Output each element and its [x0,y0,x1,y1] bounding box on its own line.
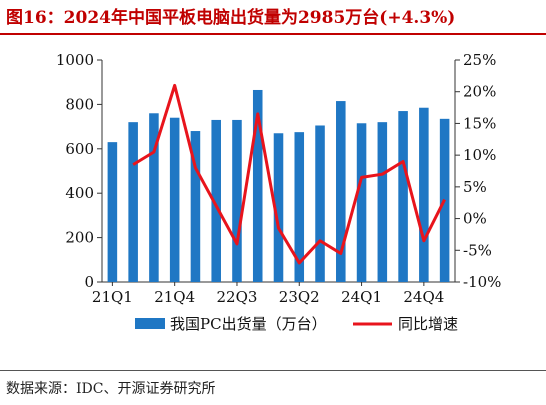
bar [336,101,346,282]
y-right-tick-label: -5% [463,241,492,259]
title-divider [0,33,546,35]
y-right-tick-label: 5% [463,178,487,196]
y-right-tick-label: 0% [463,210,487,228]
bar [107,142,118,282]
bar [398,111,408,282]
bar [273,133,284,282]
legend: 我国PC出货量（万台） 同比增速 [135,315,458,333]
y-right-tick-label: 20% [463,83,496,101]
bar [377,122,388,282]
bar [419,107,429,282]
source-note: 数据来源：IDC、开源证券研究所 [6,381,216,397]
y-left-tick-label: 200 [65,229,94,247]
chart: 0 200 400 600 800 1000 -10% -5% 0% 5% 10% 15% 20% 25%… [56,51,502,333]
y-right-tick-label: 15% [463,114,496,132]
y-right-tick-label: 25% [463,51,496,69]
bar [356,123,367,283]
y-left-tick-label: 800 [65,95,94,113]
bar [190,131,201,282]
bar [315,125,325,283]
x-tick-label: 24Q4 [403,288,444,306]
growth-line [132,83,446,265]
bar [211,119,221,282]
y-left-tick-label: 0 [84,273,94,291]
bar [149,113,159,282]
bar [252,89,263,282]
chart-title: 图16：2024年中国平板电脑出货量为2985万台(+4.3%) [6,8,456,28]
x-tick-label: 24Q1 [341,288,382,306]
line-series [132,83,446,265]
x-tick-label: 21Q1 [92,288,133,306]
bar-series [107,89,450,283]
bar [169,117,180,282]
x-tick-label: 22Q3 [217,288,258,306]
y-left-tick-label: 400 [65,184,94,202]
bar [128,122,138,282]
bar [232,119,242,282]
bar [294,132,305,282]
legend-swatch-bar [135,318,165,329]
legend-label-bar: 我国PC出货量（万台） [170,315,327,333]
x-tick-label: 23Q2 [279,288,320,306]
x-tick-label: 21Q4 [154,288,195,306]
source-divider [0,370,546,371]
legend-label-line: 同比增速 [398,315,458,333]
y-right-tick-label: 10% [463,146,496,164]
y-left-tick-label: 600 [65,140,94,158]
chart-axes: 0 200 400 600 800 1000 -10% -5% 0% 5% 10% 15% 20% 25%… [56,51,502,306]
y-right-tick-label: -10% [463,273,501,291]
y-left-tick-label: 1000 [56,51,94,69]
